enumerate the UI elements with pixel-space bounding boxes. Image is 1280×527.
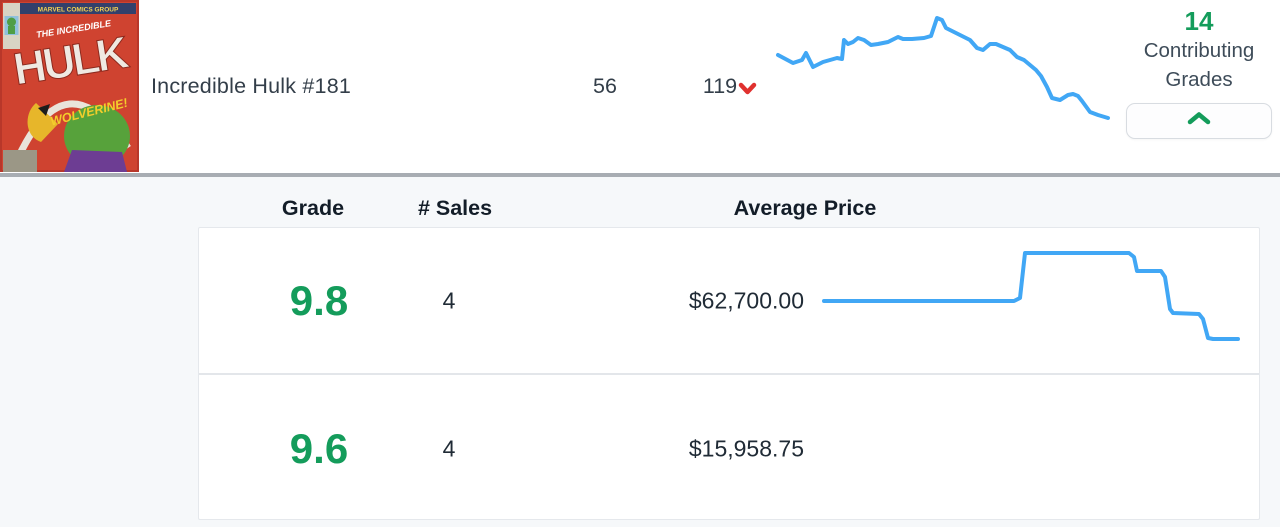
grades-table-card: 9.8 4 $62,700.00 9.6 4 $15,958.75	[198, 227, 1260, 520]
contributing-grades-block: 14 Contributing Grades	[1124, 5, 1274, 139]
sales-count-value: 4	[442, 287, 456, 313]
table-row: 9.6 4 $15,958.75	[199, 377, 1259, 520]
overall-price-sparkline	[775, 8, 1110, 123]
grade-value: 9.6	[289, 424, 349, 472]
column-header-average-price: Average Price	[733, 195, 877, 220]
average-price-value: $15,958.75	[688, 435, 804, 461]
metric-2-value: 119	[702, 74, 738, 98]
section-divider	[0, 173, 1280, 177]
contributing-label-line1: Contributing	[1143, 39, 1255, 62]
grades-table-section: Grade # Sales Average Price 9.8 4 $62,70…	[0, 177, 1280, 527]
chevron-up-icon	[1186, 111, 1212, 131]
table-row: 9.8 4 $62,700.00	[199, 228, 1259, 375]
collapse-grades-button[interactable]	[1126, 103, 1272, 139]
contributing-label-line2: Grades	[1165, 67, 1233, 91]
grade-value: 9.8	[289, 276, 349, 324]
column-header-sales: # Sales	[417, 195, 493, 220]
comic-cover-art: MARVEL COMICS GROUP THE INCREDIBLE HULK …	[0, 0, 139, 172]
cover-banner-text: MARVEL COMICS GROUP	[38, 7, 119, 14]
average-price-value: $62,700.00	[688, 287, 804, 313]
grade-9-8-sparkline	[822, 246, 1240, 346]
metric-1-value: 56	[593, 74, 617, 98]
metric-2-group: 119	[690, 0, 770, 173]
contributing-grades-count: 14	[1184, 6, 1214, 36]
comic-title[interactable]: Incredible Hulk #181	[151, 74, 352, 98]
chevron-down-icon	[738, 77, 757, 102]
comic-cover-thumbnail[interactable]: MARVEL COMICS GROUP THE INCREDIBLE HULK …	[0, 0, 139, 172]
column-header-grade: Grade	[281, 195, 345, 220]
sales-count-value: 4	[442, 435, 456, 461]
comic-summary-row: MARVEL COMICS GROUP THE INCREDIBLE HULK …	[0, 0, 1280, 173]
